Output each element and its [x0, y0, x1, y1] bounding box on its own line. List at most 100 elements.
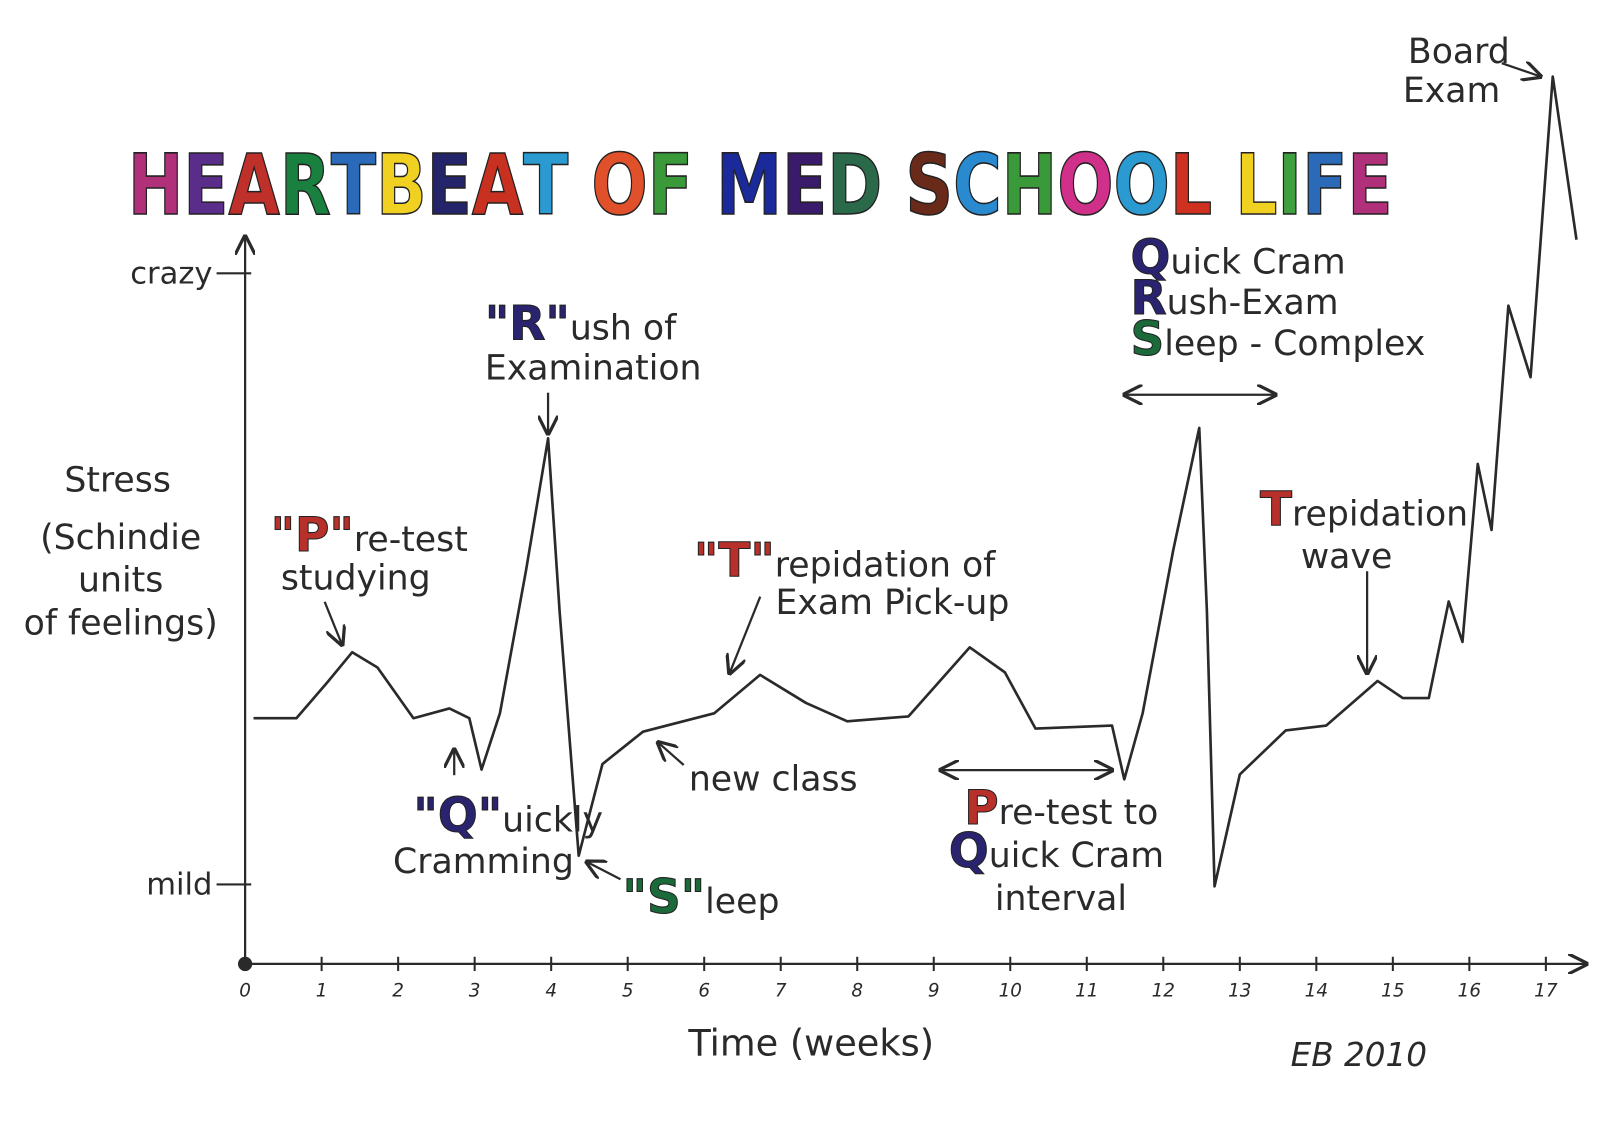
- y-axis-label: of feelings): [24, 603, 218, 643]
- x-tick-label: 1: [316, 981, 328, 1002]
- y-axis-label: Stress: [64, 461, 171, 501]
- annotation-lead: "P": [271, 508, 354, 563]
- x-axis-label: Time (weeks): [687, 1022, 934, 1065]
- x-tick-label: 7: [775, 981, 787, 1002]
- x-tick-label: 12: [1152, 981, 1175, 1002]
- annotation-text: Exam Pick-up: [776, 583, 1010, 623]
- annotation-lead: P: [964, 781, 998, 836]
- annotation-text: leep: [705, 882, 779, 922]
- annotation-lead: Q: [1130, 230, 1170, 285]
- title-letter: O: [591, 136, 647, 234]
- signature: EB 2010: [1291, 1036, 1427, 1074]
- annotation-text: re-test to: [999, 793, 1159, 833]
- x-tick-label: 17: [1534, 981, 1558, 1002]
- annotation: "S"leep: [623, 870, 780, 925]
- title-letter: I: [1277, 136, 1302, 234]
- annotation-text: re-test: [354, 520, 468, 560]
- annotation: wave: [1301, 537, 1392, 577]
- annotation-lead: S: [1130, 312, 1164, 367]
- annotation-text: repidation: [1292, 494, 1468, 534]
- annotation-text: Examination: [485, 348, 702, 388]
- title-letter: T: [523, 136, 568, 234]
- annotation-text: ush-Exam: [1167, 283, 1339, 323]
- title-letter: F: [648, 136, 693, 234]
- annotation-text: Exam: [1403, 71, 1500, 111]
- annotation-lead: Q: [949, 824, 989, 879]
- annotation-text: leep - Complex: [1164, 324, 1425, 364]
- title-letter: C: [953, 136, 1002, 234]
- annotation-text: uickly: [502, 800, 603, 840]
- title-letter: [1212, 136, 1235, 234]
- annotation-text: wave: [1301, 537, 1392, 577]
- title-letter: R: [280, 136, 331, 234]
- y-axis-label: (Schindie: [40, 518, 201, 558]
- annotation-text: uick Cram: [989, 836, 1164, 876]
- annotation: Exam Pick-up: [776, 583, 1010, 623]
- annotation: Cramming: [393, 842, 574, 882]
- x-tick-label: 6: [698, 981, 710, 1002]
- title-letter: O: [1057, 136, 1113, 234]
- title-letter: E: [427, 136, 472, 234]
- annotation: "T"repidation of: [694, 533, 996, 588]
- x-tick-label: 4: [545, 981, 557, 1002]
- annotation: "R"ush of: [485, 297, 677, 352]
- x-tick-label: 14: [1305, 981, 1328, 1002]
- y-tick-label: crazy: [130, 257, 212, 292]
- annotation-text: Cramming: [393, 842, 574, 882]
- title-letter: A: [472, 136, 524, 234]
- x-tick-label: 13: [1228, 981, 1251, 1002]
- annotation: Trepidation: [1260, 482, 1468, 537]
- annotation: Quick Cram: [1130, 230, 1345, 285]
- title-letter: E: [782, 136, 827, 234]
- annotation: "Q"uickly: [413, 788, 603, 843]
- x-tick-label: 8: [851, 981, 863, 1002]
- annotation-lead: "Q": [413, 788, 502, 843]
- title-letter: M: [716, 136, 782, 234]
- title-letter: A: [229, 136, 281, 234]
- annotation: new class: [689, 760, 858, 800]
- annotation: Exam: [1403, 71, 1500, 111]
- y-tick-label: mild: [146, 868, 212, 903]
- title-letter: D: [827, 136, 882, 234]
- title-letter: F: [1302, 136, 1347, 234]
- chart-title: HEARTBEAT OF MED SCHOOL LIFE: [128, 136, 1393, 234]
- title-letter: B: [376, 136, 427, 234]
- title-letter: [882, 136, 905, 234]
- y-axis-label: units: [78, 561, 163, 601]
- annotation-text: studying: [281, 559, 431, 599]
- x-tick-label: 11: [1075, 981, 1098, 1002]
- x-tick-label: 5: [622, 981, 634, 1002]
- annotation: Examination: [485, 348, 702, 388]
- x-tick-label: 15: [1381, 981, 1404, 1002]
- annotation-text: uick Cram: [1170, 242, 1345, 282]
- annotation-lead: "R": [485, 297, 570, 352]
- title-letter: [568, 136, 591, 234]
- x-tick-label: 0: [239, 981, 251, 1002]
- annotation: Sleep - Complex: [1130, 312, 1425, 367]
- title-letter: H: [1002, 136, 1057, 234]
- annotation-arrows: [323, 63, 1541, 881]
- annotation-text: ush of: [570, 309, 677, 349]
- title-letter: S: [905, 136, 953, 234]
- annotation-text: interval: [995, 879, 1127, 919]
- annotation-lead: T: [1260, 482, 1292, 537]
- annotation: Board: [1408, 32, 1510, 72]
- annotation: Rush-Exam: [1130, 271, 1338, 326]
- title-letter: [693, 136, 716, 234]
- annotation-text: Board: [1408, 32, 1510, 72]
- annotation-text: repidation of: [775, 545, 996, 585]
- title-letter: E: [183, 136, 228, 234]
- annotation-lead: "T": [694, 533, 775, 588]
- title-letter: L: [1235, 136, 1277, 234]
- annotation-text: new class: [689, 760, 858, 800]
- x-tick-label: 16: [1458, 981, 1481, 1002]
- annotation-lead: R: [1130, 271, 1166, 326]
- annotation: studying: [281, 559, 431, 599]
- title-letter: H: [128, 136, 183, 234]
- title-letter: L: [1170, 136, 1212, 234]
- x-tick-label: 9: [928, 981, 940, 1002]
- annotation: Quick Cram: [949, 824, 1164, 879]
- title-letter: O: [1114, 136, 1170, 234]
- x-tick-label: 3: [469, 981, 481, 1002]
- x-tick-label: 10: [999, 981, 1022, 1002]
